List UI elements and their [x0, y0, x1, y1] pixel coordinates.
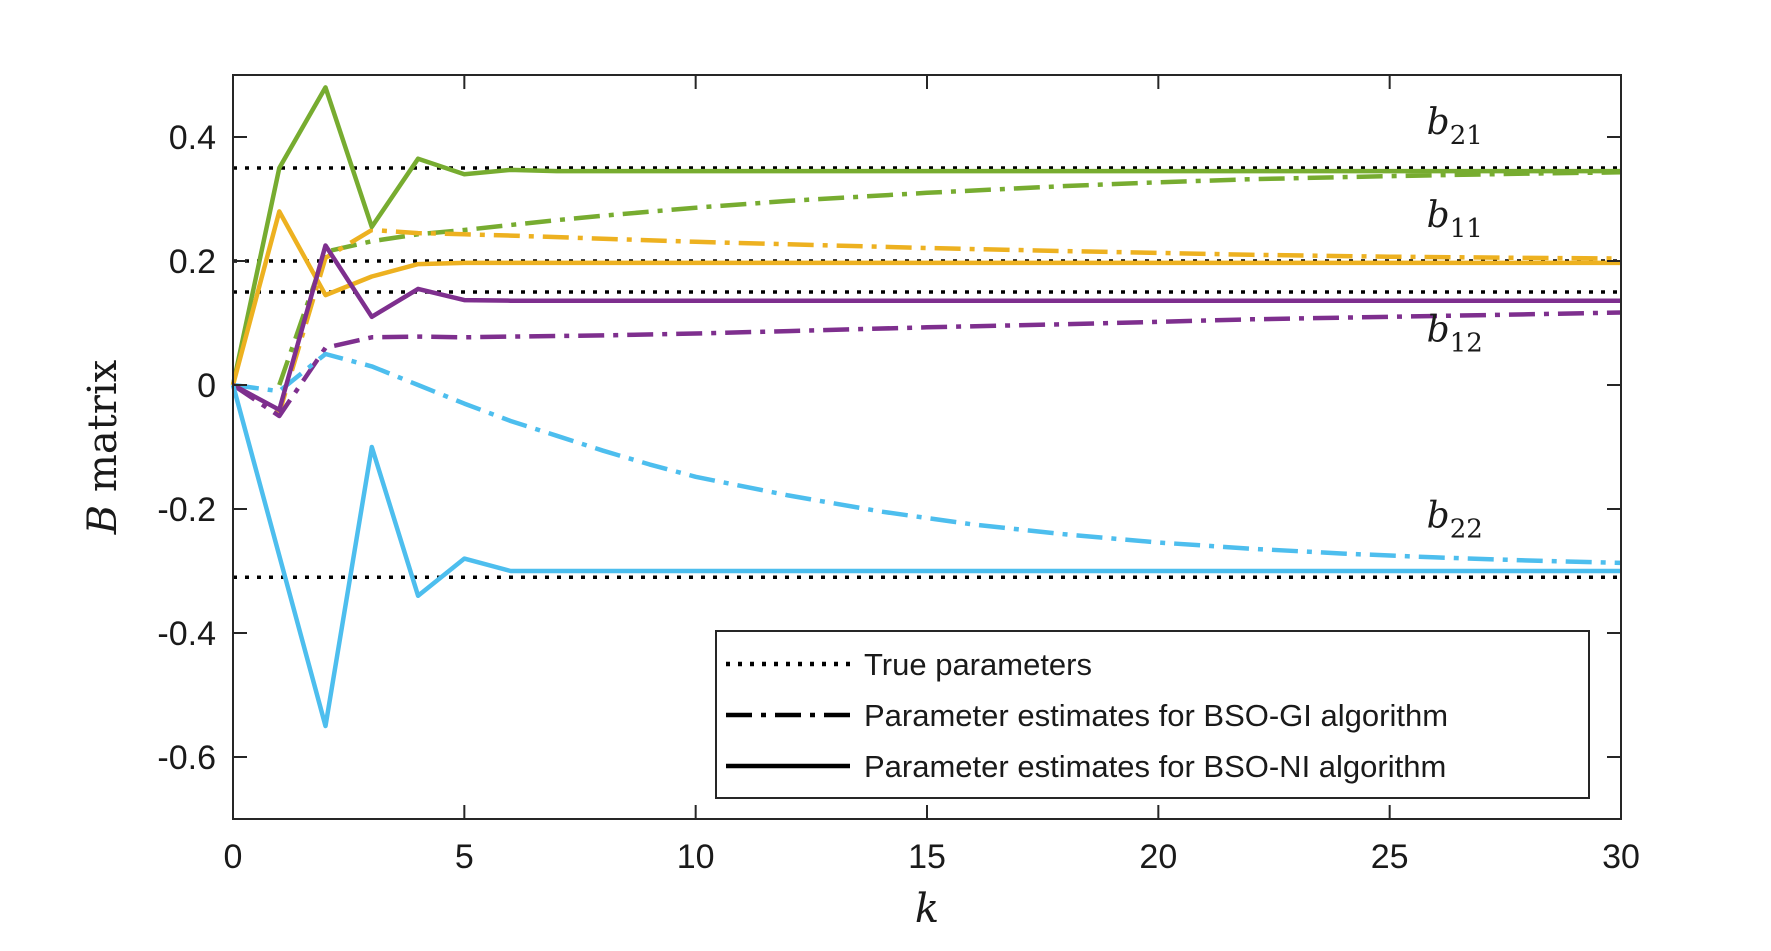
legend-box: [715, 630, 1590, 799]
series-green-solid: [230, 85, 1621, 386]
x-axis-label: k: [915, 886, 939, 932]
axes-layer: 0 5 10 15 20 25 30 -0.6 -0.4 -0.2 0 0.2 0.4 k B matrix: [80, 74, 1640, 932]
y-tick-label: 0: [197, 367, 216, 405]
series-orange-dashdot: [231, 227, 1622, 416]
y-tick-label: 0.4: [169, 119, 216, 157]
y-tick-label: -0.6: [157, 739, 216, 777]
series-cyan-dashdot: [232, 351, 1622, 566]
x-tick-label: 5: [455, 838, 474, 876]
legend-label: Parameter estimates for BSO-GI algorithm: [864, 698, 1448, 733]
annotation-b22: b22: [1427, 496, 1483, 545]
y-tick-label: 0.2: [169, 243, 216, 281]
series-orange-solid: [230, 209, 1621, 386]
legend-label: Parameter estimates for BSO-NI algorithm: [864, 749, 1446, 784]
series-layer: [230, 85, 1622, 729]
x-tick-label: 20: [1139, 838, 1177, 876]
annotation-layer: b21 b11 b12 b22: [1427, 102, 1483, 545]
series-green-dashdot: [277, 170, 1622, 386]
x-tick-label: 0: [224, 838, 243, 876]
legend-label: True parameters: [864, 647, 1092, 682]
annotation-b11: b11: [1427, 195, 1483, 244]
x-tick-label: 15: [908, 838, 946, 876]
series-purple-dashdot: [231, 310, 1622, 419]
x-tick-label: 30: [1602, 838, 1640, 876]
y-axis-label: B matrix: [80, 359, 126, 535]
x-tick-label: 10: [677, 838, 715, 876]
annotation-b21: b21: [1427, 102, 1483, 151]
legend: True parameters Parameter estimates for B…: [715, 630, 1590, 799]
y-tick-label: -0.4: [157, 615, 216, 653]
y-tick-label: -0.2: [157, 491, 216, 529]
annotation-b12: b12: [1427, 310, 1483, 359]
x-tick-label: 25: [1371, 838, 1409, 876]
series-purple-solid: [231, 243, 1621, 413]
series-cyan-solid: [230, 384, 1621, 729]
